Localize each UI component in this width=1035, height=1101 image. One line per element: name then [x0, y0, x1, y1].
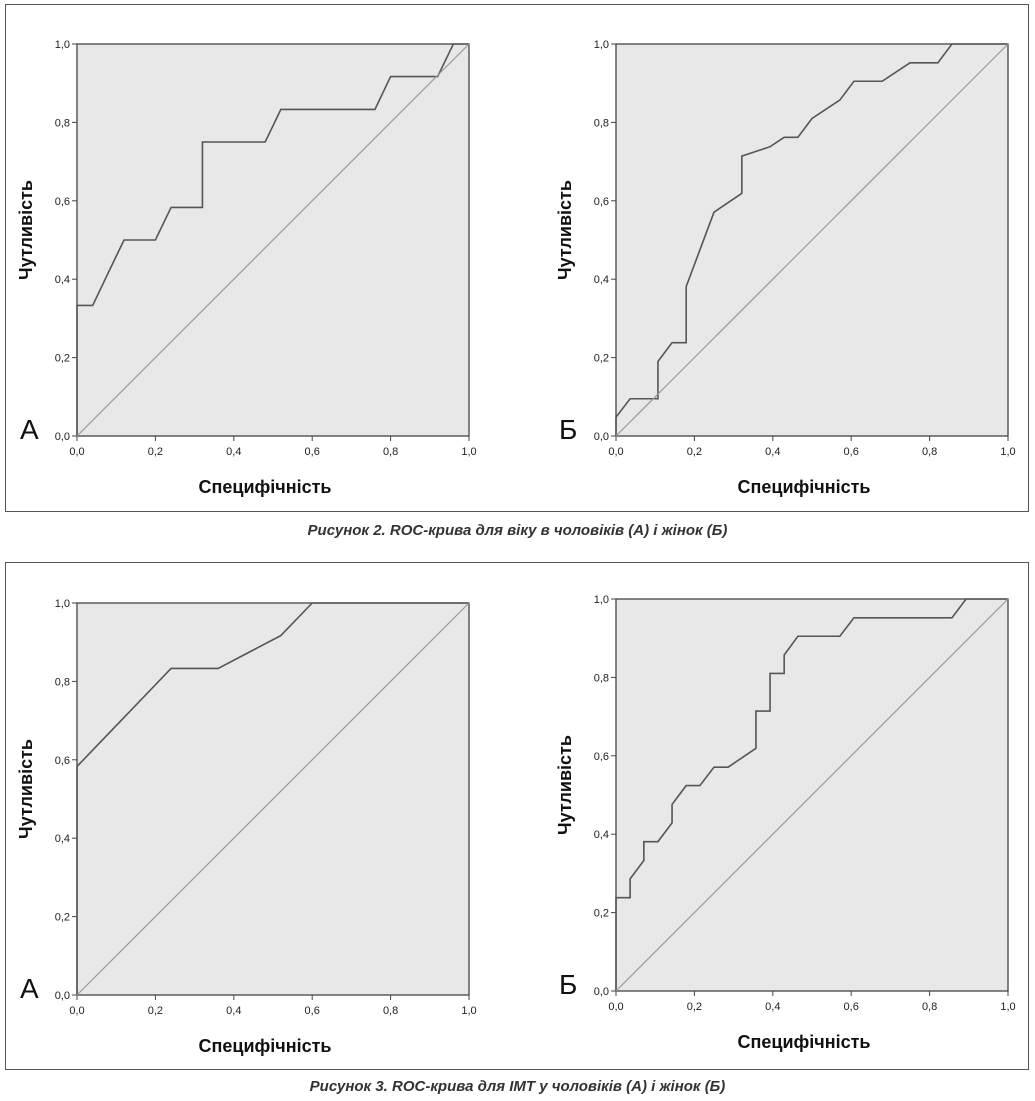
x-tick-label: 0,8 [383, 1005, 398, 1017]
y-tick-label: 0,4 [594, 274, 609, 286]
y-tick-label: 1,0 [594, 594, 609, 606]
x-tick-label: 1,0 [1000, 446, 1015, 458]
panel-label: Б [559, 969, 577, 1000]
x-axis-title: Специфічність [199, 477, 332, 497]
y-tick-label: 0,6 [55, 196, 70, 208]
panel-label: Б [559, 414, 577, 445]
y-tick-label: 0,6 [55, 755, 70, 767]
y-tick-label: 0,8 [55, 117, 70, 129]
y-tick-label: 0,2 [594, 353, 609, 365]
roc-curve-line [76, 43, 469, 436]
chart-panel-3: 0,0 0,2 0,4 0,6 0,8 1,0 0,0 0,2 0,4 0,6 0,8 1,0 Спец… [16, 598, 477, 1056]
y-tick-label: 0,4 [55, 833, 70, 845]
x-tick-label: 0,4 [226, 446, 241, 458]
y-axis-title: Чутливість [555, 180, 575, 280]
roc-curve-line [76, 602, 469, 995]
y-axis-title: Чутливість [555, 735, 575, 835]
y-tick-label: 1,0 [55, 598, 70, 610]
x-tick-label: 0,0 [608, 1001, 623, 1013]
y-tick-label: 0,2 [55, 353, 70, 365]
x-tick-label: 0,8 [922, 446, 937, 458]
x-tick-label: 0,6 [844, 1001, 859, 1013]
x-tick-label: 0,8 [922, 1001, 937, 1013]
x-tick-label: 0,4 [765, 446, 780, 458]
x-tick-label: 0,6 [305, 1005, 320, 1017]
x-tick-label: 0,2 [687, 1001, 702, 1013]
y-tick-label: 0,6 [594, 196, 609, 208]
x-tick-label: 0,0 [608, 446, 623, 458]
y-tick-label: 0,4 [594, 829, 609, 841]
x-tick-label: 0,2 [148, 1005, 163, 1017]
figure-2-caption: Рисунок 2. ROC-крива для віку в чоловікі… [307, 522, 728, 539]
roc-curve-line [615, 43, 1008, 436]
reference-diagonal-line [615, 598, 1009, 992]
x-tick-label: 0,0 [69, 446, 84, 458]
x-tick-label: 0,8 [383, 446, 398, 458]
x-tick-label: 1,0 [461, 446, 476, 458]
reference-diagonal-line [76, 43, 470, 437]
y-tick-label: 1,0 [594, 39, 609, 51]
y-tick-label: 0,0 [594, 986, 609, 998]
y-tick-label: 0,0 [55, 990, 70, 1002]
y-tick-label: 0,2 [55, 912, 70, 924]
y-tick-label: 0,0 [594, 431, 609, 443]
x-axis-title: Специфічність [738, 477, 871, 497]
x-tick-label: 0,0 [69, 1005, 84, 1017]
panel-label: А [20, 973, 39, 1004]
x-tick-label: 1,0 [1000, 1001, 1015, 1013]
figure-3-caption: Рисунок 3. ROC-крива для ІМТ у чоловіків… [309, 1078, 726, 1095]
y-tick-label: 0,8 [594, 672, 609, 684]
y-tick-label: 0,0 [55, 431, 70, 443]
y-axis-title: Чутливість [16, 180, 36, 280]
y-axis-title: Чутливість [16, 739, 36, 839]
reference-diagonal-line [76, 602, 470, 996]
x-tick-label: 0,2 [687, 446, 702, 458]
x-tick-label: 1,0 [461, 1005, 476, 1017]
x-axis-title: Специфічність [199, 1036, 332, 1056]
x-tick-label: 0,6 [844, 446, 859, 458]
chart-panel-2: 0,0 0,2 0,4 0,6 0,8 1,0 0,0 0,2 0,4 0,6 0,8 1,0 Спец… [555, 39, 1016, 497]
y-tick-label: 0,6 [594, 751, 609, 763]
x-tick-label: 0,4 [226, 1005, 241, 1017]
x-tick-label: 0,4 [765, 1001, 780, 1013]
y-tick-label: 0,8 [55, 676, 70, 688]
x-tick-label: 0,6 [305, 446, 320, 458]
panel-label: А [20, 414, 39, 445]
chart-panel-4: 0,0 0,2 0,4 0,6 0,8 1,0 0,0 0,2 0,4 0,6 0,8 1,0 Спец… [555, 594, 1016, 1052]
y-tick-label: 0,8 [594, 117, 609, 129]
y-tick-label: 0,4 [55, 274, 70, 286]
y-tick-label: 1,0 [55, 39, 70, 51]
reference-diagonal-line [615, 43, 1009, 437]
x-tick-label: 0,2 [148, 446, 163, 458]
chart-panel-1: 0,0 0,2 0,4 0,6 0,8 1,0 0,0 0,2 0,4 0,6 0,8 1,0 Спец… [16, 39, 477, 497]
y-tick-label: 0,2 [594, 908, 609, 920]
x-axis-title: Специфічність [738, 1032, 871, 1052]
roc-curve-line [615, 598, 1008, 991]
